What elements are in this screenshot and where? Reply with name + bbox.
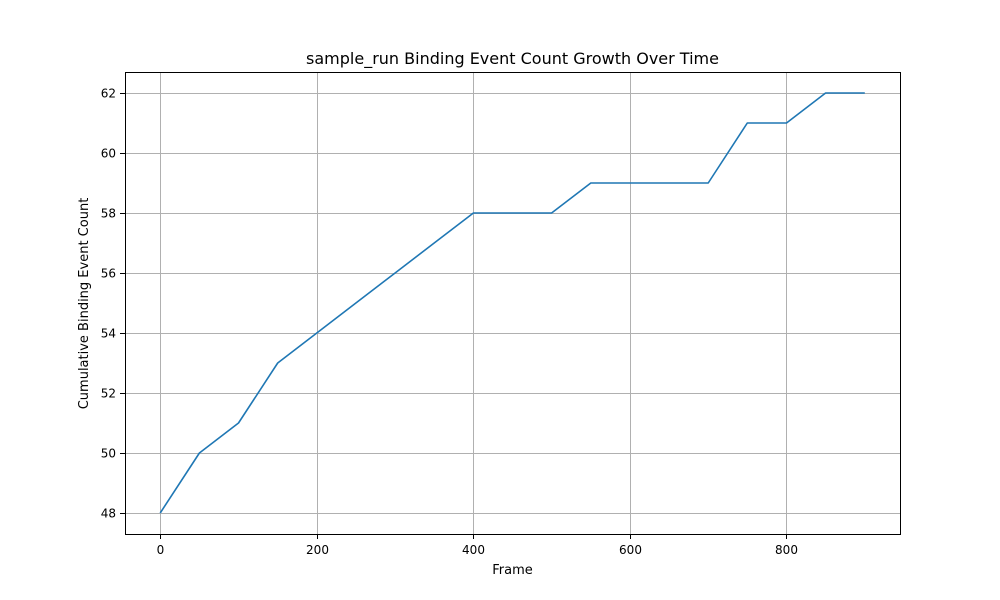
series-line — [159, 92, 865, 514]
x-tick-label: 600 — [619, 543, 642, 557]
x-axis-label: Frame — [492, 563, 533, 578]
x-tick-label: 0 — [157, 543, 165, 557]
y-tick-label: 50 — [101, 447, 116, 461]
y-tick-label: 56 — [101, 267, 116, 281]
y-tick-label: 52 — [101, 387, 116, 401]
grid — [125, 72, 900, 534]
y-tick-label: 54 — [101, 327, 116, 341]
series-layer — [159, 92, 865, 514]
chart-title: sample_run Binding Event Count Growth Ov… — [306, 49, 719, 69]
y-tick-label: 48 — [101, 507, 116, 521]
y-tick-label: 60 — [101, 147, 116, 161]
y-axis: 48 50 52 54 56 58 60 62 — [101, 87, 125, 521]
x-tick-label: 200 — [306, 543, 329, 557]
x-tick-label: 800 — [775, 543, 798, 557]
y-tick-label: 62 — [101, 87, 116, 101]
x-axis: 0 200 400 600 800 — [157, 534, 798, 557]
x-tick-label: 400 — [462, 543, 485, 557]
y-axis-label: Cumulative Binding Event Count — [77, 198, 92, 410]
y-tick-label: 58 — [101, 207, 116, 221]
plot-frame — [125, 72, 901, 535]
